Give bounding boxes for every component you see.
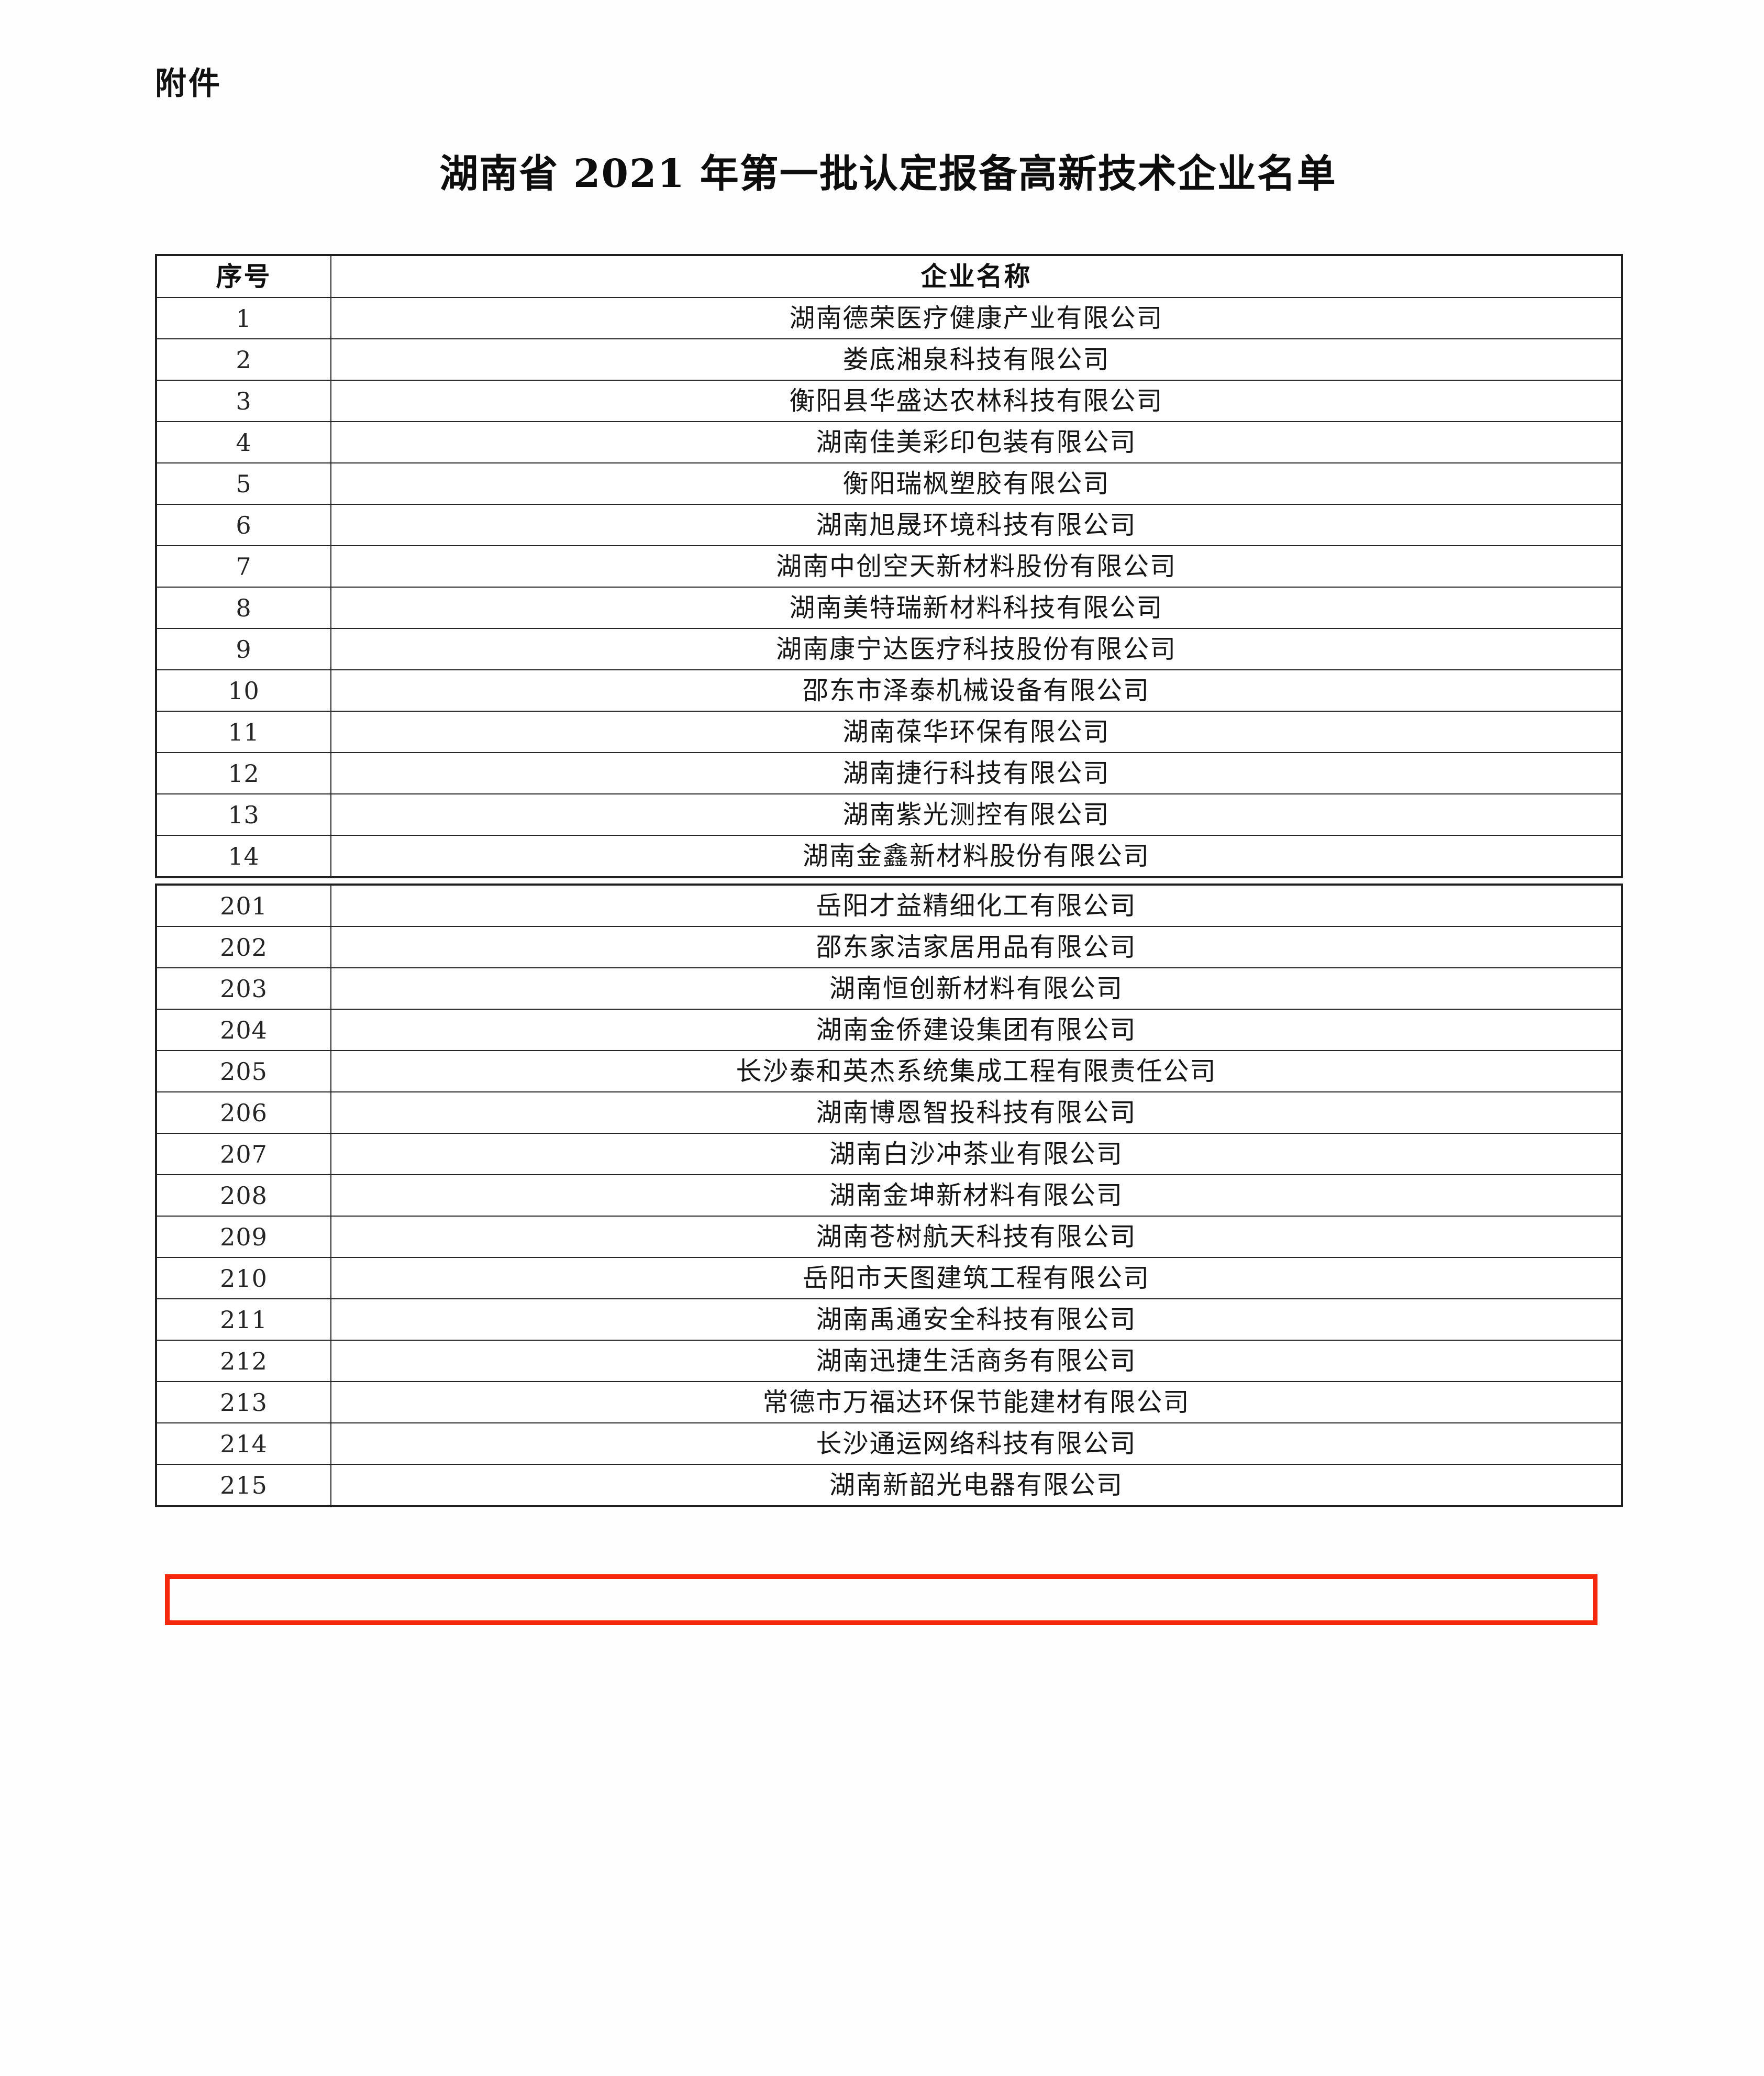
cell-enterprise-name: 常德市万福达环保节能建材有限公司 xyxy=(330,1381,1623,1423)
cell-enterprise-name: 湖南金侨建设集团有限公司 xyxy=(330,1009,1623,1051)
cell-seq: 3 xyxy=(156,380,331,422)
cell-enterprise-name: 长沙通运网络科技有限公司 xyxy=(330,1422,1623,1465)
attachment-label: 附件 xyxy=(155,65,222,102)
table-row: 6 湖南旭晟环境科技有限公司 xyxy=(156,504,1623,546)
cell-enterprise-name: 湖南中创空天新材料股份有限公司 xyxy=(330,545,1623,588)
enterprise-table-part-one: 序号 企业名称 1 湖南德荣医疗健康产业有限公司 2 娄底湘泉科技有限公司 3 衡阳县华盛… xyxy=(155,254,1623,878)
cell-enterprise-name: 长沙泰和英杰系统集成工程有限责任公司 xyxy=(330,1050,1623,1092)
cell-enterprise-name: 湖南禹通安全科技有限公司 xyxy=(330,1298,1623,1341)
cell-seq: 5 xyxy=(156,462,331,505)
cell-seq: 212 xyxy=(156,1340,331,1382)
cell-seq: 209 xyxy=(156,1216,331,1258)
cell-seq: 201 xyxy=(156,884,331,927)
cell-seq: 10 xyxy=(156,669,331,712)
cell-enterprise-name: 湖南佳美彩印包装有限公司 xyxy=(330,421,1623,463)
table-row: 207 湖南白沙冲茶业有限公司 xyxy=(156,1133,1623,1175)
cell-seq: 205 xyxy=(156,1050,331,1092)
table-row: 202 邵东家洁家居用品有限公司 xyxy=(156,926,1623,968)
cell-seq: 4 xyxy=(156,421,331,463)
table-row: 9 湖南康宁达医疗科技股份有限公司 xyxy=(156,628,1623,670)
table-row: 4 湖南佳美彩印包装有限公司 xyxy=(156,421,1623,463)
table-row: 210 岳阳市天图建筑工程有限公司 xyxy=(156,1257,1623,1299)
table-row: 5 衡阳瑞枫塑胶有限公司 xyxy=(156,462,1623,505)
cell-seq: 208 xyxy=(156,1174,331,1217)
cell-enterprise-name: 湖南苍树航天科技有限公司 xyxy=(330,1216,1623,1258)
cell-seq: 11 xyxy=(156,711,331,753)
cell-enterprise-name: 湖南恒创新材料有限公司 xyxy=(330,967,1623,1010)
cell-seq: 207 xyxy=(156,1133,331,1175)
cell-seq: 7 xyxy=(156,545,331,588)
cell-seq: 2 xyxy=(156,338,331,381)
cell-enterprise-name: 湖南迅捷生活商务有限公司 xyxy=(330,1340,1623,1382)
table-row: 215 湖南新韶光电器有限公司 xyxy=(156,1464,1623,1507)
enterprise-table-part-two: 201 岳阳才益精细化工有限公司 202 邵东家洁家居用品有限公司 203 湖南恒创新材料… xyxy=(155,884,1623,1507)
table-row: 204 湖南金侨建设集团有限公司 xyxy=(156,1009,1623,1051)
table-row: 214 长沙通运网络科技有限公司 xyxy=(156,1422,1623,1465)
cell-enterprise-name: 湖南美特瑞新材料科技有限公司 xyxy=(330,587,1623,629)
cell-enterprise-name: 邵东市泽泰机械设备有限公司 xyxy=(330,669,1623,712)
cell-seq: 203 xyxy=(156,967,331,1010)
cell-enterprise-name: 湖南金坤新材料有限公司 xyxy=(330,1174,1623,1217)
table-row: 201 岳阳才益精细化工有限公司 xyxy=(156,884,1623,927)
cell-seq: 204 xyxy=(156,1009,331,1051)
cell-seq: 215 xyxy=(156,1464,331,1507)
table-row: 205 长沙泰和英杰系统集成工程有限责任公司 xyxy=(156,1050,1623,1092)
cell-seq: 6 xyxy=(156,504,331,546)
table-row: 8 湖南美特瑞新材料科技有限公司 xyxy=(156,587,1623,629)
cell-seq: 1 xyxy=(156,297,331,339)
table-row: 209 湖南苍树航天科技有限公司 xyxy=(156,1216,1623,1258)
cell-seq: 8 xyxy=(156,587,331,629)
cell-enterprise-name: 湖南白沙冲茶业有限公司 xyxy=(330,1133,1623,1175)
table-row: 11 湖南葆华环保有限公司 xyxy=(156,711,1623,753)
cell-enterprise-name: 衡阳县华盛达农林科技有限公司 xyxy=(330,380,1623,422)
cell-enterprise-name: 湖南葆华环保有限公司 xyxy=(330,711,1623,753)
table-row: 203 湖南恒创新材料有限公司 xyxy=(156,967,1623,1010)
table-row: 14 湖南金鑫新材料股份有限公司 xyxy=(156,835,1623,878)
cell-enterprise-name: 岳阳市天图建筑工程有限公司 xyxy=(330,1257,1623,1299)
cell-seq: 12 xyxy=(156,752,331,794)
cell-enterprise-name: 岳阳才益精细化工有限公司 xyxy=(330,884,1623,927)
highlight-rectangle-row-208 xyxy=(165,1574,1597,1625)
table-row: 13 湖南紫光测控有限公司 xyxy=(156,793,1623,836)
cell-seq: 9 xyxy=(156,628,331,670)
table-row: 211 湖南禹通安全科技有限公司 xyxy=(156,1298,1623,1341)
page-title: 湖南省 2021 年第一批认定报备高新技术企业名单 xyxy=(439,151,1337,196)
cell-seq: 14 xyxy=(156,835,331,878)
cell-enterprise-name: 湖南康宁达医疗科技股份有限公司 xyxy=(330,628,1623,670)
table-row: 2 娄底湘泉科技有限公司 xyxy=(156,338,1623,381)
cell-seq: 202 xyxy=(156,926,331,968)
table-row: 12 湖南捷行科技有限公司 xyxy=(156,752,1623,794)
table-row: 7 湖南中创空天新材料股份有限公司 xyxy=(156,545,1623,588)
cell-enterprise-name: 湖南金鑫新材料股份有限公司 xyxy=(330,835,1623,878)
column-header-name: 企业名称 xyxy=(330,255,1623,298)
column-header-seq: 序号 xyxy=(156,255,331,298)
cell-enterprise-name: 娄底湘泉科技有限公司 xyxy=(330,338,1623,381)
cell-enterprise-name: 邵东家洁家居用品有限公司 xyxy=(330,926,1623,968)
cell-enterprise-name: 湖南捷行科技有限公司 xyxy=(330,752,1623,794)
table-row: 1 湖南德荣医疗健康产业有限公司 xyxy=(156,297,1623,339)
cell-seq: 206 xyxy=(156,1091,331,1134)
cell-enterprise-name: 湖南博恩智投科技有限公司 xyxy=(330,1091,1623,1134)
table-row: 213 常德市万福达环保节能建材有限公司 xyxy=(156,1381,1623,1423)
table-row: 212 湖南迅捷生活商务有限公司 xyxy=(156,1340,1623,1382)
cell-enterprise-name: 湖南紫光测控有限公司 xyxy=(330,793,1623,836)
table-header-row: 序号 企业名称 xyxy=(156,255,1623,298)
cell-enterprise-name: 湖南德荣医疗健康产业有限公司 xyxy=(330,297,1623,339)
cell-seq: 213 xyxy=(156,1381,331,1423)
cell-enterprise-name: 衡阳瑞枫塑胶有限公司 xyxy=(330,462,1623,505)
cell-enterprise-name: 湖南新韶光电器有限公司 xyxy=(330,1464,1623,1507)
table-row: 10 邵东市泽泰机械设备有限公司 xyxy=(156,669,1623,712)
cell-seq: 214 xyxy=(156,1422,331,1465)
cell-enterprise-name: 湖南旭晟环境科技有限公司 xyxy=(330,504,1623,546)
cell-seq: 211 xyxy=(156,1298,331,1341)
enterprise-list-tables: 序号 企业名称 1 湖南德荣医疗健康产业有限公司 2 娄底湘泉科技有限公司 3 衡阳县华盛… xyxy=(155,254,1623,1507)
cell-seq: 13 xyxy=(156,793,331,836)
table-row: 208 湖南金坤新材料有限公司 xyxy=(156,1174,1623,1217)
table-row: 206 湖南博恩智投科技有限公司 xyxy=(156,1091,1623,1134)
cell-seq: 210 xyxy=(156,1257,331,1299)
table-row: 3 衡阳县华盛达农林科技有限公司 xyxy=(156,380,1623,422)
